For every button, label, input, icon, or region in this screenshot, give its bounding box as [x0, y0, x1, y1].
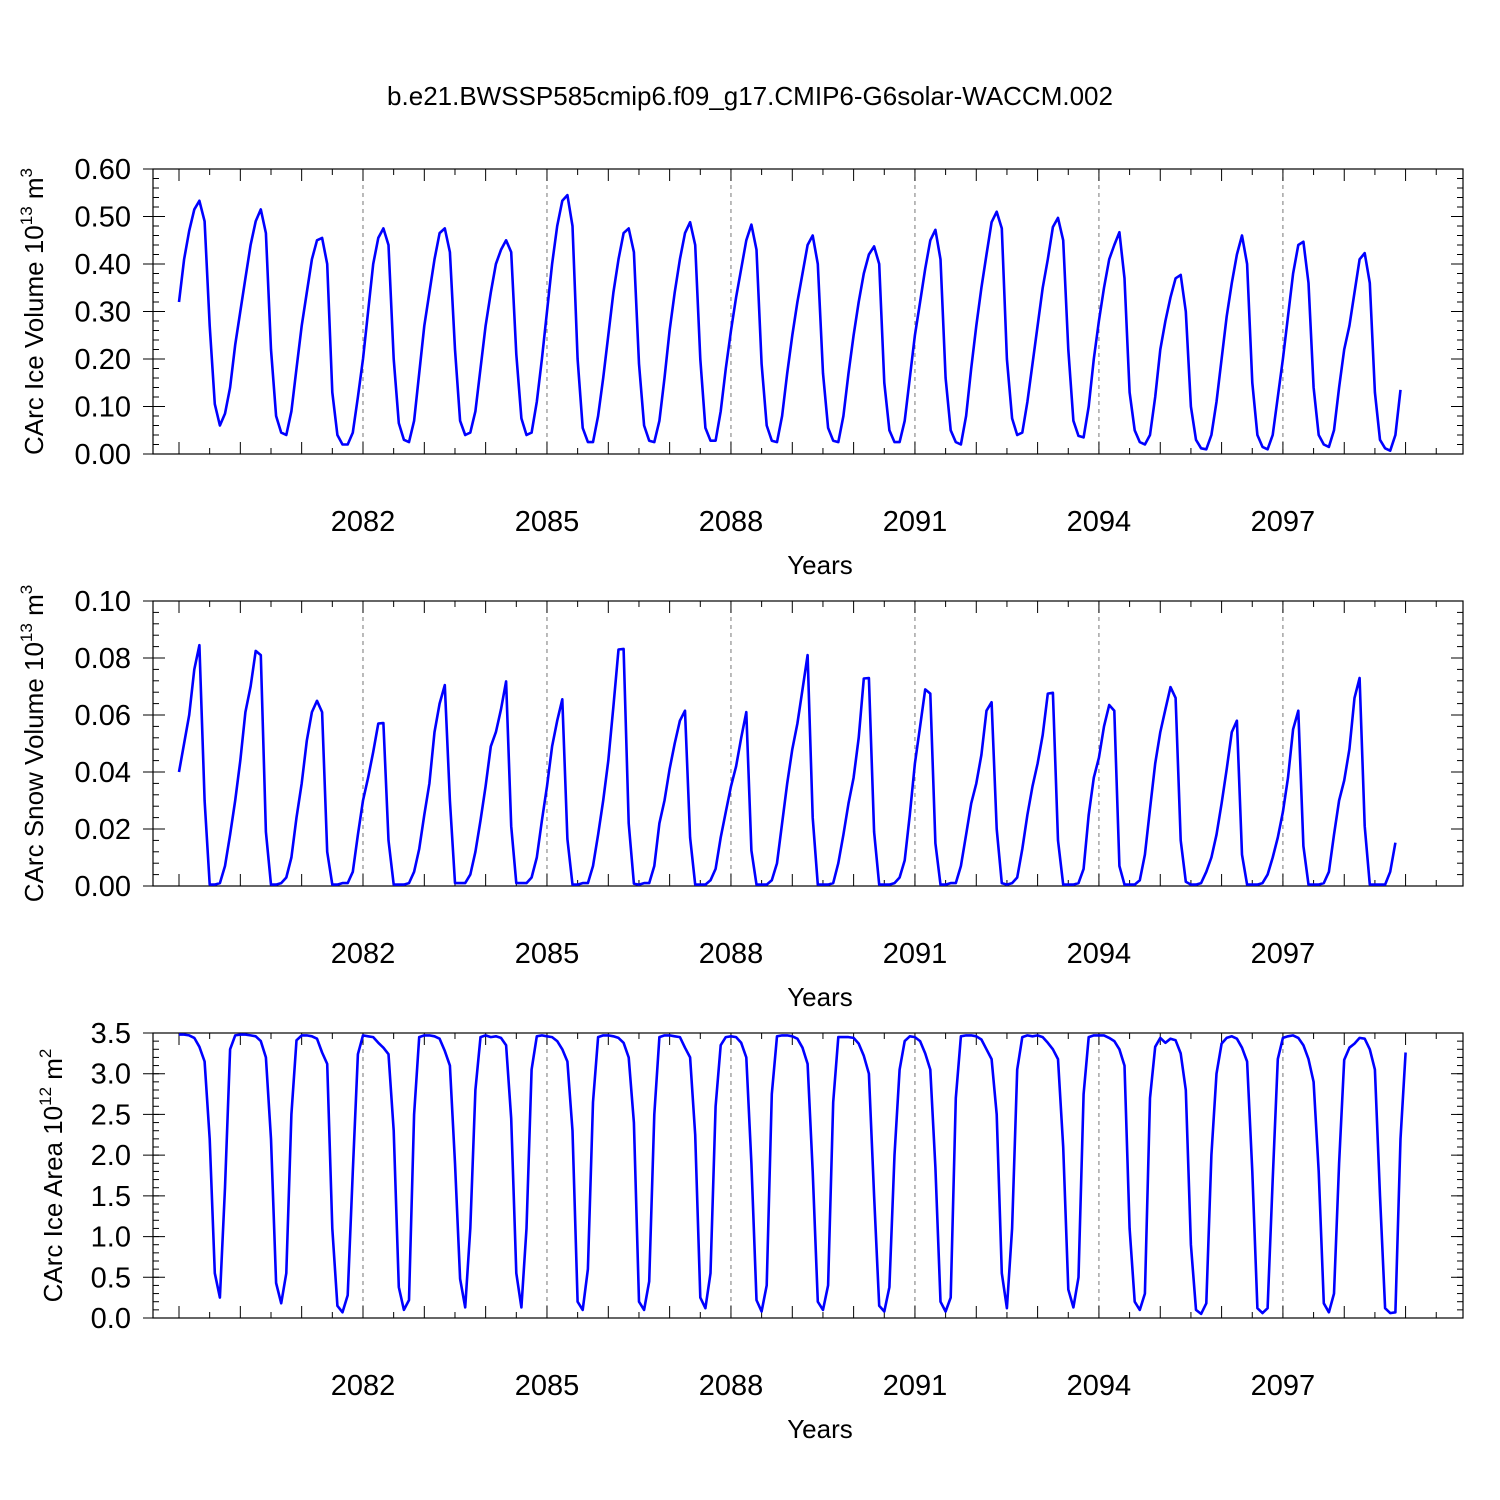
snow-volume-y-tick-label: 0.04: [75, 757, 131, 789]
ice-area-y-tick-label: 1.0: [91, 1222, 131, 1254]
ice-volume-y-axis-title-part: m: [19, 177, 49, 206]
snow-volume-x-tick-label: 2094: [1067, 938, 1132, 970]
ice-area-y-axis-title-part: 12: [36, 1087, 55, 1106]
snow-volume-y-axis-title: CArc Snow Volume 1013 m3: [17, 585, 49, 902]
ice-volume-plot-frame: [152, 168, 1464, 455]
ice-area-y-tick-label: 0.0: [91, 1303, 131, 1335]
ice-area-x-tick-label: 2091: [883, 1370, 948, 1402]
snow-volume-x-tick-label: 2091: [883, 938, 948, 970]
ice-area-y-tick-label: 3.0: [91, 1059, 131, 1091]
snow-volume-y-tick-label: 0.08: [75, 643, 131, 675]
ice-area-x-tick-label: 2085: [515, 1370, 580, 1402]
ice-area-y-tick-label: 2.0: [91, 1140, 131, 1172]
snow-volume-panel: 0.00 0.02 0.04 0.06 0.08 0.10 2082 2085 2088 2091…: [17, 585, 1464, 1012]
ice-volume-y-axis-title-part: 13: [17, 206, 36, 225]
ice-area-y-tick-label: 0.5: [91, 1262, 131, 1294]
snow-volume-y-tick-label: 0.00: [75, 871, 131, 903]
snow-volume-plot-frame: [152, 600, 1464, 887]
ice-volume-panel: 0.00 0.10 0.20 0.30 0.40 0.50 0.60 2082 2085 2088…: [17, 154, 1464, 580]
snow-volume-y-tick-label: 0.10: [75, 586, 131, 618]
ice-volume-series-line: [177, 193, 1402, 453]
ice-area-y-axis-title-part: 2: [36, 1049, 55, 1058]
ice-volume-y-axis-title-part: 3: [17, 168, 36, 177]
snow-volume-y-axis-title-part: 3: [17, 585, 36, 594]
ice-area-x-tick-label: 2082: [331, 1370, 396, 1402]
ice-volume-x-tick-label: 2094: [1067, 506, 1132, 538]
ice-volume-x-tick-label: 2085: [515, 506, 580, 538]
snow-volume-y-axis-title-part: m: [19, 594, 49, 623]
snow-volume-series-line: [177, 643, 1397, 886]
figure-title: b.e21.BWSSP585cmip6.f09_g17.CMIP6-G6sola…: [387, 81, 1113, 111]
ice-volume-y-axis-title-part: CArc Ice Volume 10: [19, 225, 49, 455]
ice-area-y-tick-label: 2.5: [91, 1099, 131, 1131]
snow-volume-x-tick-label: 2088: [699, 938, 764, 970]
snow-volume-y-axis-title-part: 13: [17, 623, 36, 642]
ice-area-x-tick-label: 2088: [699, 1370, 764, 1402]
ice-area-series-line: [179, 1033, 1407, 1316]
snow-volume-y-axis-title-part: CArc Snow Volume 10: [19, 642, 49, 902]
ice-volume-x-tick-label: 2097: [1251, 506, 1316, 538]
ice-volume-x-tick-label: 2088: [699, 506, 764, 538]
ice-area-y-tick-label: 3.5: [91, 1018, 131, 1050]
snow-volume-y-tick-label: 0.06: [75, 700, 131, 732]
ice-volume-x-tick-label: 2082: [331, 506, 396, 538]
ice-area-y-axis-title-part: CArc Ice Area 10: [38, 1106, 68, 1303]
ice-volume-y-axis-title: CArc Ice Volume 1013 m3: [17, 168, 49, 455]
ice-area-y-axis-title-part: m: [38, 1058, 68, 1087]
ice-area-x-axis-title: Years: [787, 1414, 853, 1444]
snow-volume-y-tick-label: 0.02: [75, 814, 131, 846]
ice-volume-y-tick-label: 0.20: [75, 344, 131, 376]
ice-volume-x-tick-label: 2091: [883, 506, 948, 538]
ice-area-panel: 0.0 0.5 1.0 1.5 2.0 2.5 3.0 3.5 2082 2085 2088 2091…: [36, 1018, 1464, 1444]
ice-area-x-tick-label: 2094: [1067, 1370, 1132, 1402]
ice-area-y-axis-title: CArc Ice Area 1012 m2: [36, 1049, 68, 1303]
ice-area-y-tick-label: 1.5: [91, 1181, 131, 1213]
snow-volume-x-tick-label: 2082: [331, 938, 396, 970]
ice-volume-y-tick-label: 0.60: [75, 154, 131, 186]
snow-volume-x-tick-label: 2097: [1251, 938, 1316, 970]
ice-volume-y-tick-label: 0.30: [75, 297, 131, 329]
ice-volume-y-tick-label: 0.50: [75, 202, 131, 234]
panels: 0.00 0.10 0.20 0.30 0.40 0.50 0.60 2082 2085 2088…: [17, 154, 1464, 1444]
ice-volume-y-tick-label: 0.10: [75, 392, 131, 424]
ice-area-plot-frame: [152, 1032, 1464, 1319]
snow-volume-x-tick-label: 2085: [515, 938, 580, 970]
ice-volume-y-tick-label: 0.40: [75, 249, 131, 281]
ice-volume-y-tick-label: 0.00: [75, 439, 131, 471]
snow-volume-x-axis-title: Years: [787, 982, 853, 1012]
ice-volume-x-axis-title: Years: [787, 550, 853, 580]
ice-area-x-tick-label: 2097: [1251, 1370, 1316, 1402]
